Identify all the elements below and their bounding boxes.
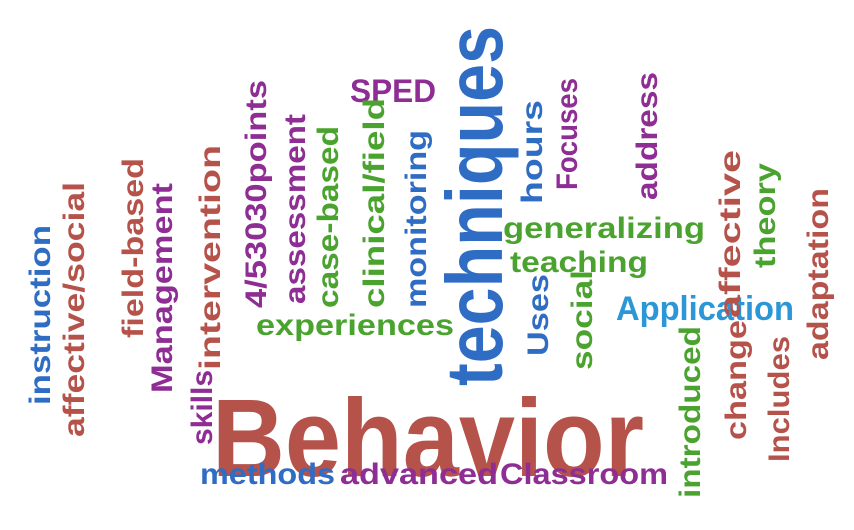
- word-application: Application: [616, 290, 794, 328]
- word-focuses: Focuses: [551, 78, 584, 190]
- word-teaching: teaching: [510, 246, 648, 279]
- word-techniques: techniques: [430, 26, 519, 386]
- word-field-based: field-based: [117, 158, 150, 338]
- word-management: Management: [146, 183, 179, 393]
- word-classroom: Classroom: [500, 458, 668, 491]
- word-skills: skills: [186, 370, 219, 445]
- word-affective-social: affective/social: [58, 182, 91, 437]
- word-behavior: Behavior: [212, 377, 644, 500]
- word-advanced: advanced: [340, 458, 498, 491]
- word-generalizing: generalizing: [503, 212, 705, 245]
- word-case-based: case-based: [312, 126, 345, 308]
- word-intervention: intervention: [194, 145, 227, 370]
- word-clinical-field: clinical/field: [358, 98, 391, 308]
- word-uses: Uses: [522, 274, 555, 356]
- word-hours: hours: [516, 100, 549, 204]
- word-experiences: experiences: [256, 309, 454, 342]
- word-adaptation: adaptation: [802, 188, 835, 360]
- word-methods: methods: [200, 458, 335, 491]
- word-change: change: [720, 320, 753, 440]
- word-monitoring: monitoring: [400, 130, 433, 308]
- word-assessment: assessment: [279, 114, 312, 304]
- word-includes: Includes: [763, 336, 796, 462]
- word-affective: affective: [714, 150, 747, 318]
- word-4-53030points: 4/53030points: [240, 80, 273, 308]
- word-introduced: introduced: [674, 326, 707, 498]
- word-social: social: [566, 270, 599, 370]
- word-sped: SPED: [350, 73, 436, 109]
- word-theory: theory: [749, 163, 782, 268]
- word-instruction: instruction: [24, 225, 57, 405]
- word-address: address: [631, 72, 664, 200]
